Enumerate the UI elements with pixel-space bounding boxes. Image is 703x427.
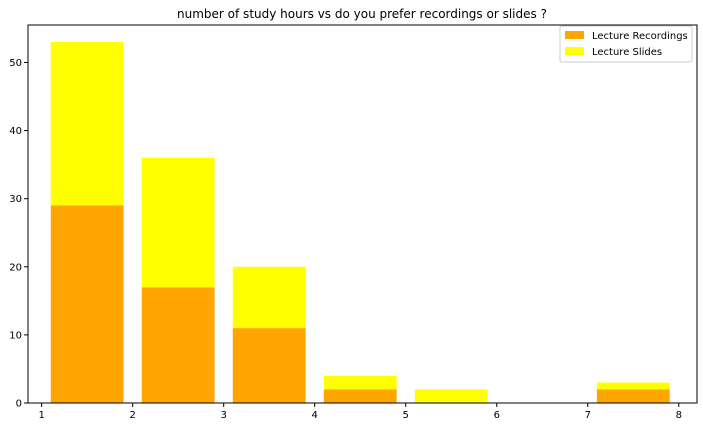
- x-tick-label: 5: [403, 410, 409, 421]
- bar-slides-4: [323, 375, 397, 390]
- x-tick-label: 1: [38, 410, 44, 421]
- bar-recordings-4: [323, 389, 397, 403]
- legend-label-slides: Lecture Slides: [592, 47, 662, 58]
- bars-group: [50, 42, 670, 403]
- bar-recordings-2: [141, 287, 215, 403]
- x-tick-label: 8: [676, 410, 682, 421]
- legend-swatch-slides: [565, 47, 584, 55]
- bar-slides-5: [414, 389, 488, 403]
- legend-label-recordings: Lecture Recordings: [592, 31, 688, 42]
- legend-frame: [559, 25, 693, 63]
- bar-slides-1: [50, 42, 124, 206]
- x-tick-label: 2: [129, 410, 135, 421]
- bar-recordings-7: [596, 389, 670, 403]
- y-tick-label: 30: [9, 194, 22, 205]
- x-tick-label: 6: [494, 410, 500, 421]
- chart-title: number of study hours vs do you prefer r…: [177, 7, 547, 21]
- y-tick-label: 40: [9, 126, 22, 137]
- y-tick-label: 50: [9, 58, 22, 69]
- legend-swatch-recordings: [565, 31, 584, 39]
- x-tick-label: 3: [221, 410, 227, 421]
- x-tick-label: 4: [312, 410, 318, 421]
- bar-slides-3: [232, 266, 306, 329]
- y-tick-label: 20: [9, 262, 22, 273]
- bar-slides-7: [596, 382, 670, 390]
- y-tick-label: 10: [9, 330, 22, 341]
- bar-slides-2: [141, 157, 215, 288]
- bar-recordings-1: [50, 205, 124, 403]
- x-tick-label: 7: [585, 410, 591, 421]
- bar-recordings-3: [232, 328, 306, 403]
- plot-frame: [27, 24, 698, 404]
- legend: Lecture Recordings Lecture Slides: [559, 25, 693, 63]
- y-tick-label: 0: [16, 399, 22, 410]
- axes-group: 1 2 3 4 5 6 7 8 0 10 20 30 40 50: [9, 24, 698, 421]
